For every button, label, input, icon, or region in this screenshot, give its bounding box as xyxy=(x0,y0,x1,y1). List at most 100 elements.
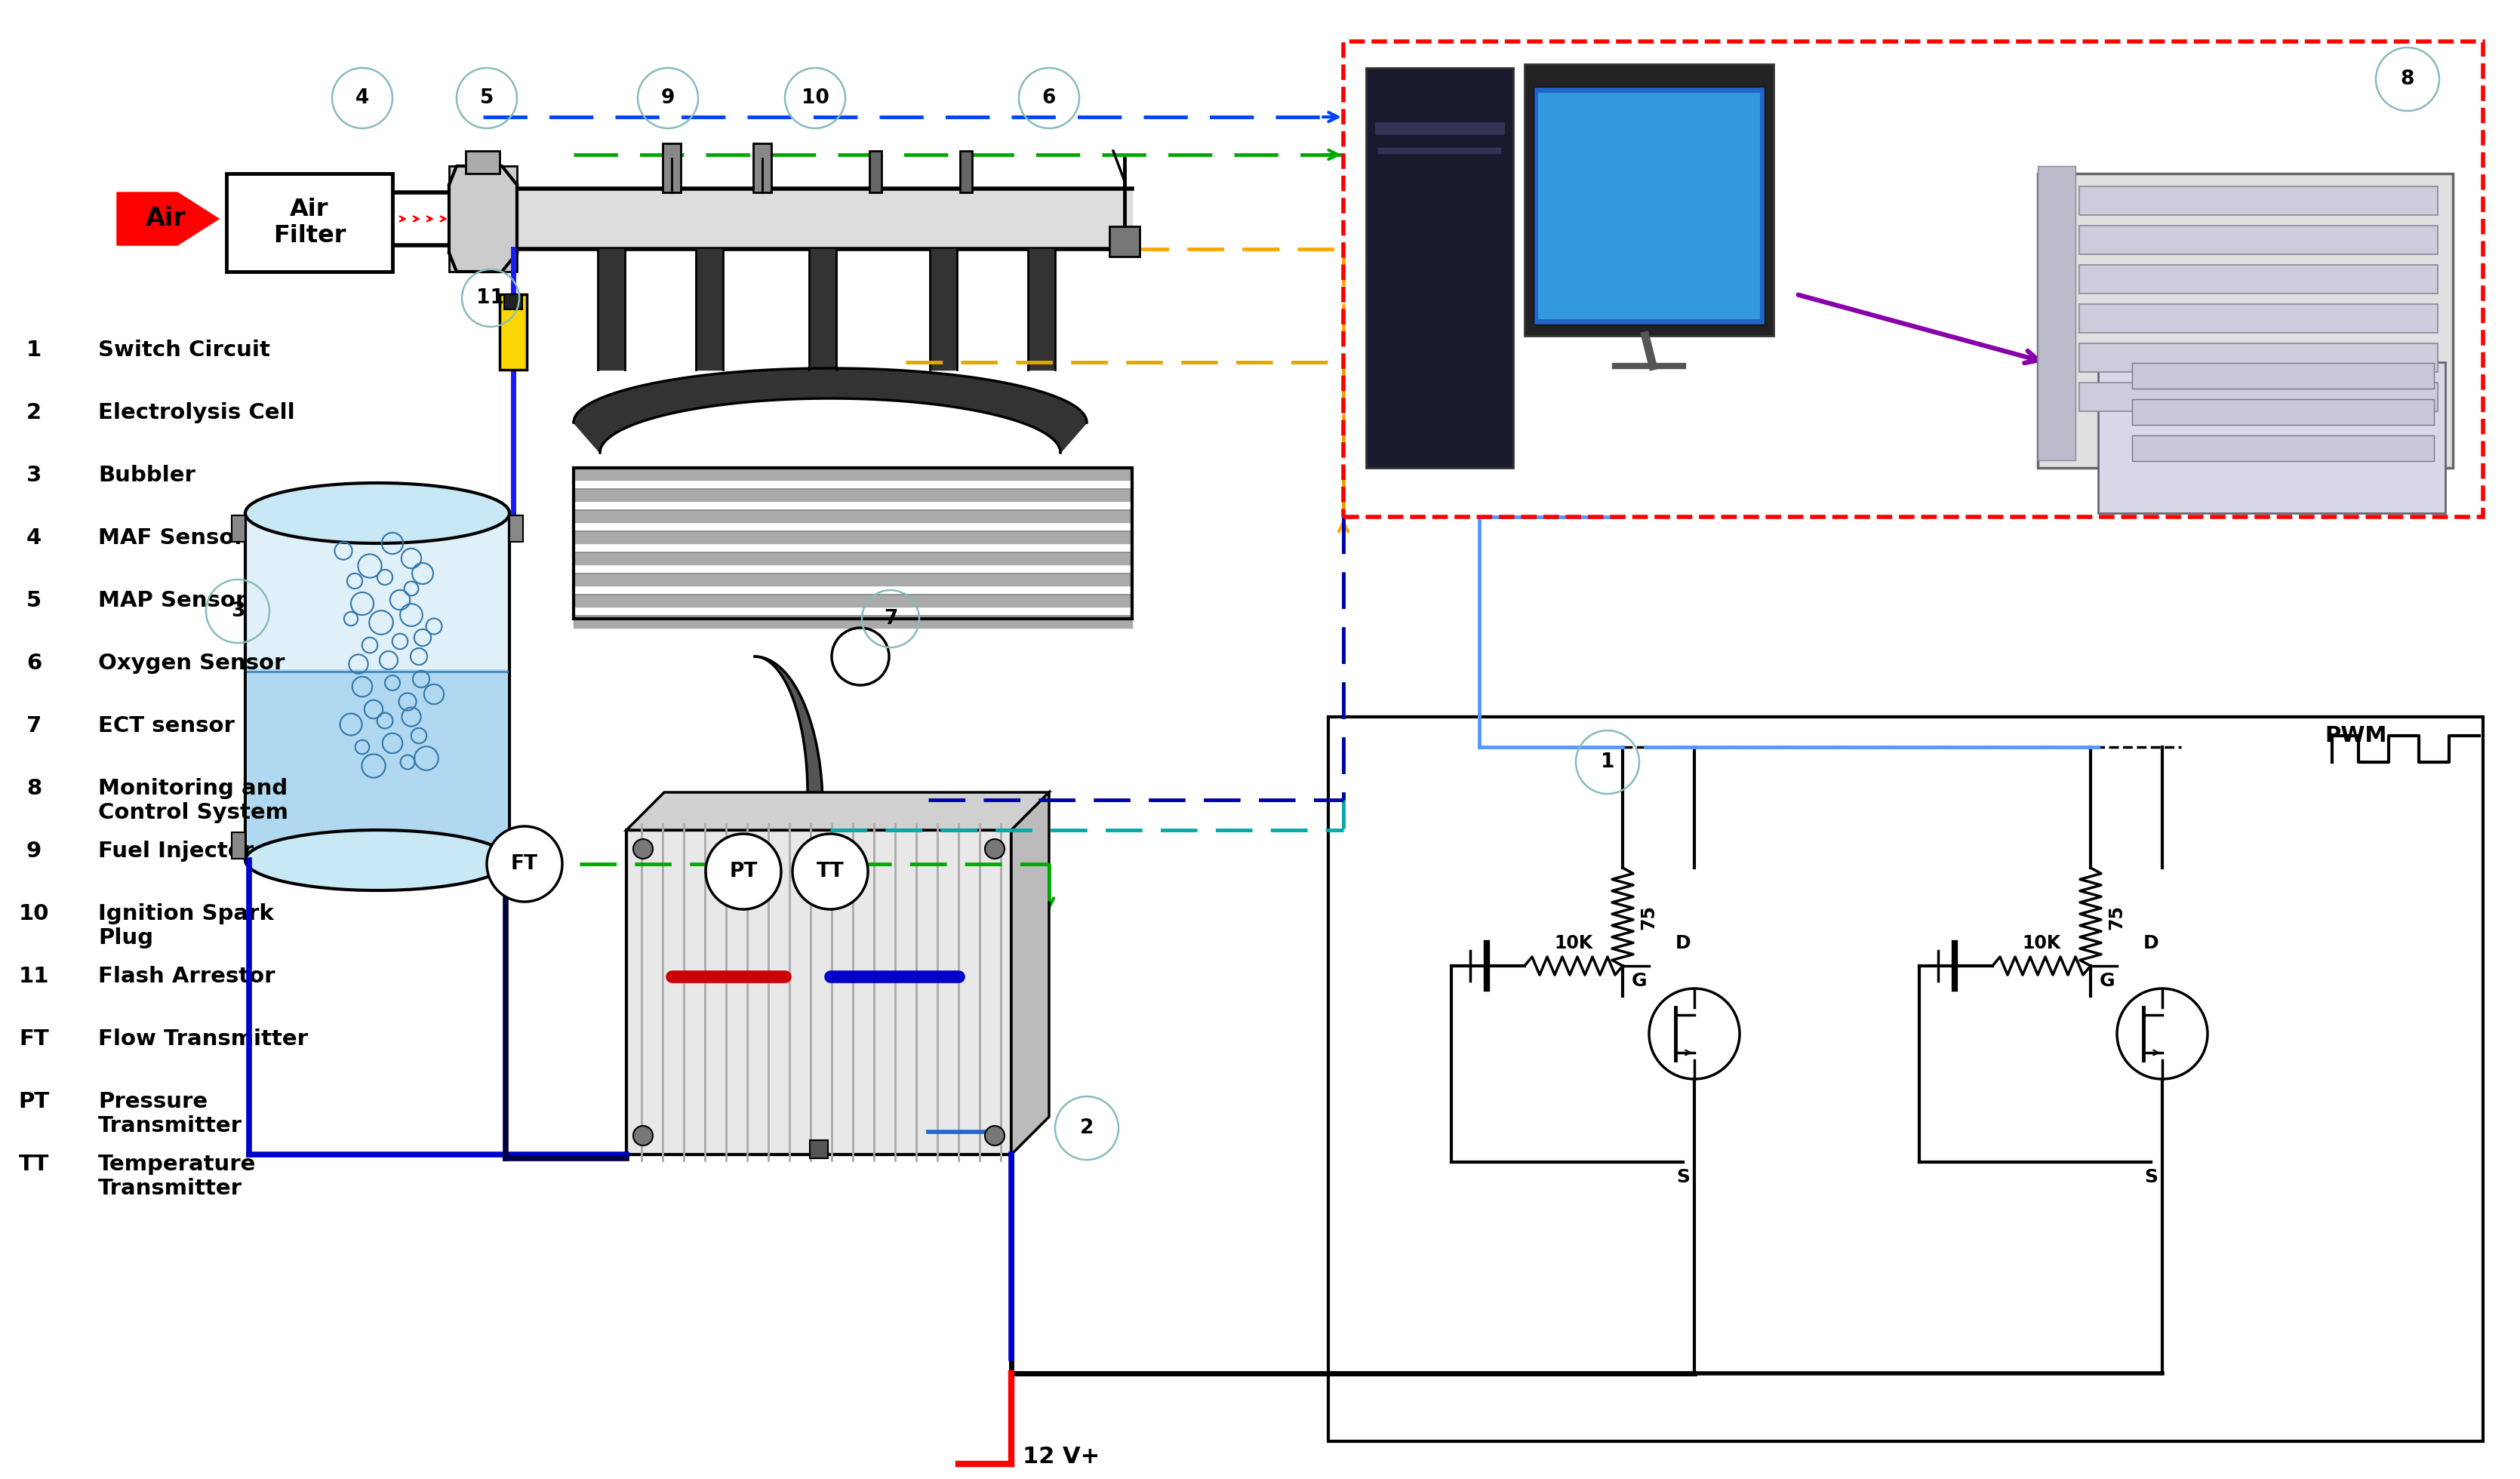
Text: Monitoring and
Control System: Monitoring and Control System xyxy=(98,778,287,824)
Bar xyxy=(809,1140,829,1158)
Polygon shape xyxy=(575,552,1131,565)
Bar xyxy=(2132,399,2434,424)
Circle shape xyxy=(633,839,653,859)
Bar xyxy=(509,515,524,541)
Text: S: S xyxy=(2145,1168,2157,1186)
Text: Electrolysis Cell: Electrolysis Cell xyxy=(98,402,295,423)
Text: FT: FT xyxy=(512,855,539,874)
Text: FT: FT xyxy=(20,1028,48,1050)
Polygon shape xyxy=(575,490,1131,501)
Text: 9: 9 xyxy=(660,89,675,108)
Bar xyxy=(663,143,680,192)
Polygon shape xyxy=(753,657,822,853)
Bar xyxy=(509,833,524,859)
Polygon shape xyxy=(930,248,958,370)
Text: G: G xyxy=(1630,972,1648,989)
Bar xyxy=(627,830,1011,1155)
Text: 12 V+: 12 V+ xyxy=(1023,1445,1099,1467)
Bar xyxy=(466,151,499,173)
Bar xyxy=(232,515,244,541)
Text: 1: 1 xyxy=(1600,753,1615,772)
Text: 7: 7 xyxy=(25,716,43,737)
Bar xyxy=(1328,717,2482,1441)
Text: D: D xyxy=(1676,935,1691,952)
Text: Air: Air xyxy=(146,207,186,231)
Polygon shape xyxy=(1028,248,1056,370)
Bar xyxy=(2132,362,2434,389)
Text: Temperature
Transmitter: Temperature Transmitter xyxy=(98,1154,257,1199)
Text: 3: 3 xyxy=(25,464,43,487)
Circle shape xyxy=(706,834,781,910)
Bar xyxy=(869,151,882,192)
Polygon shape xyxy=(809,248,837,370)
Text: TT: TT xyxy=(18,1154,50,1174)
Bar xyxy=(1343,41,2482,516)
Bar xyxy=(2079,226,2437,254)
Text: Ignition Spark
Plug: Ignition Spark Plug xyxy=(98,904,275,950)
Bar xyxy=(2099,362,2444,513)
Text: 8: 8 xyxy=(2402,70,2414,89)
Text: PT: PT xyxy=(728,862,759,881)
Bar xyxy=(2079,383,2437,411)
Text: Oxygen Sensor: Oxygen Sensor xyxy=(98,652,285,674)
Polygon shape xyxy=(627,793,1048,830)
Text: 10: 10 xyxy=(18,904,50,924)
Text: Flash Arrestor: Flash Arrestor xyxy=(98,966,275,986)
Bar xyxy=(232,833,244,859)
Polygon shape xyxy=(575,615,1131,627)
Ellipse shape xyxy=(244,830,509,890)
Bar xyxy=(1109,226,1139,256)
Text: 3: 3 xyxy=(232,602,244,621)
Text: Flow Transmitter: Flow Transmitter xyxy=(98,1028,307,1050)
Text: PT: PT xyxy=(18,1092,50,1112)
Text: D: D xyxy=(2142,935,2160,952)
Ellipse shape xyxy=(244,484,509,543)
Circle shape xyxy=(985,1126,1005,1145)
Text: 11: 11 xyxy=(476,288,504,308)
Bar xyxy=(1525,64,1774,336)
Text: Fuel Injector: Fuel Injector xyxy=(98,840,255,862)
Text: 2: 2 xyxy=(25,402,40,423)
Bar xyxy=(575,467,1131,618)
Text: TT: TT xyxy=(816,862,844,881)
Text: 7: 7 xyxy=(885,609,897,629)
Text: ECT sensor: ECT sensor xyxy=(98,716,234,737)
FancyArrow shape xyxy=(116,192,219,246)
Polygon shape xyxy=(575,574,1131,586)
Bar xyxy=(2039,166,2076,460)
Text: Switch Circuit: Switch Circuit xyxy=(98,340,270,361)
Text: 8: 8 xyxy=(25,778,40,799)
Polygon shape xyxy=(575,595,1131,606)
Text: 75: 75 xyxy=(1638,904,1658,929)
Bar xyxy=(2079,343,2437,373)
Bar xyxy=(504,294,522,309)
Polygon shape xyxy=(1011,793,1048,1155)
Text: 5: 5 xyxy=(479,89,494,108)
Polygon shape xyxy=(575,368,1086,453)
Text: 10K: 10K xyxy=(1555,935,1593,952)
Bar xyxy=(2079,186,2437,214)
Text: 4: 4 xyxy=(355,89,368,108)
Text: 11: 11 xyxy=(18,966,50,986)
Bar xyxy=(1537,93,1759,319)
Text: Air
Filter: Air Filter xyxy=(272,197,345,248)
Text: 4: 4 xyxy=(25,528,43,549)
Polygon shape xyxy=(696,248,723,370)
Text: 1: 1 xyxy=(25,340,43,361)
Bar xyxy=(2132,435,2434,461)
Polygon shape xyxy=(575,510,1131,522)
Text: 5: 5 xyxy=(25,590,40,611)
Polygon shape xyxy=(597,248,625,370)
Text: 6: 6 xyxy=(25,652,43,674)
Bar xyxy=(227,173,393,272)
Text: 6: 6 xyxy=(1043,89,1056,108)
Text: G: G xyxy=(2099,972,2114,989)
Bar xyxy=(1366,68,1512,467)
Text: 75: 75 xyxy=(2107,904,2124,929)
Bar xyxy=(2079,265,2437,293)
Bar xyxy=(2039,173,2452,467)
Bar xyxy=(449,166,517,272)
Text: PWM: PWM xyxy=(2323,725,2386,747)
Bar xyxy=(499,294,527,370)
Bar xyxy=(1535,87,1764,324)
